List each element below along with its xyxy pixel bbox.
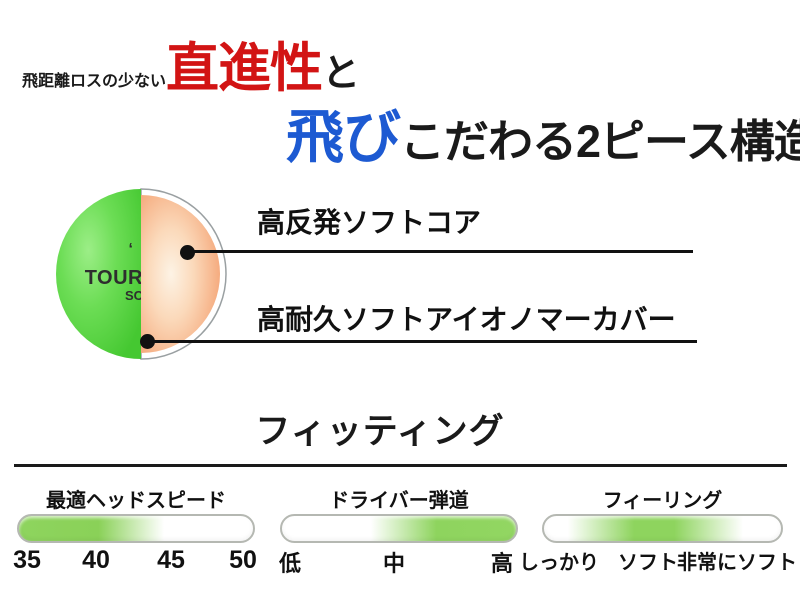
cover-callout-line	[147, 340, 697, 343]
scale-tick: 中	[382, 551, 406, 576]
head-speed-label: 最適ヘッドスピード	[46, 490, 226, 512]
driver-trajectory-bar	[280, 514, 518, 543]
scale-tick: 35	[13, 546, 41, 574]
scale-tick: ソフト	[618, 552, 678, 574]
headline-suffix: と	[322, 53, 361, 95]
headline-line1: 飛距離ロスの少ない直進性と	[22, 26, 360, 102]
fitting-divider	[14, 464, 787, 467]
feeling-scale: しっかり ソフト 非常にソフト	[519, 546, 797, 574]
ball-green-half	[56, 189, 141, 359]
headline-black-text: 飛距離ロスの少ない	[22, 73, 167, 90]
head-speed-gauge: 最適ヘッドスピード 35 40 45 50	[13, 482, 257, 582]
ball-logo-mark: ʻ	[129, 241, 133, 258]
scale-tick: 40	[82, 546, 110, 574]
headline-black-text2: こだわる2ピース構造	[400, 116, 800, 167]
feeling-bar	[542, 514, 783, 543]
headline-red-text: 直進性	[166, 39, 323, 98]
core-callout-label: 高反発ソフトコア	[257, 207, 482, 238]
driver-trajectory-label: ドライバー弾道	[329, 490, 469, 512]
headline-blue-text: 飛び	[286, 105, 401, 170]
scale-tick: 非常にソフト	[677, 552, 797, 574]
driver-trajectory-gauge: ドライバー弾道 低 中 高	[279, 482, 518, 582]
feeling-label: フィーリング	[602, 490, 723, 512]
scale-tick: 45	[157, 546, 185, 574]
feeling-gauge: フィーリング しっかり ソフト 非常にソフト	[519, 482, 797, 582]
cover-callout-label: 高耐久ソフトアイオノマーカバー	[257, 304, 676, 335]
scale-tick: 50	[229, 546, 257, 574]
driver-trajectory-scale: 低 中 高	[279, 546, 518, 576]
scale-tick: 高	[490, 551, 514, 576]
fitting-section-title: フィッティング	[255, 412, 505, 451]
core-callout-line	[187, 250, 693, 253]
head-speed-bar	[17, 514, 255, 543]
ball-logo-text: TOUR	[85, 267, 143, 289]
scale-tick: しっかり	[519, 552, 599, 574]
headline-line2: 飛びこだわる2ピース構造	[286, 90, 800, 174]
ball-core-section	[141, 195, 220, 353]
golf-ball-cross-section: ʻ TOUR SC	[56, 188, 227, 360]
ball-logo-subtext: SC	[125, 288, 144, 303]
head-speed-scale: 35 40 45 50	[13, 546, 257, 574]
scale-tick: 低	[278, 551, 302, 576]
